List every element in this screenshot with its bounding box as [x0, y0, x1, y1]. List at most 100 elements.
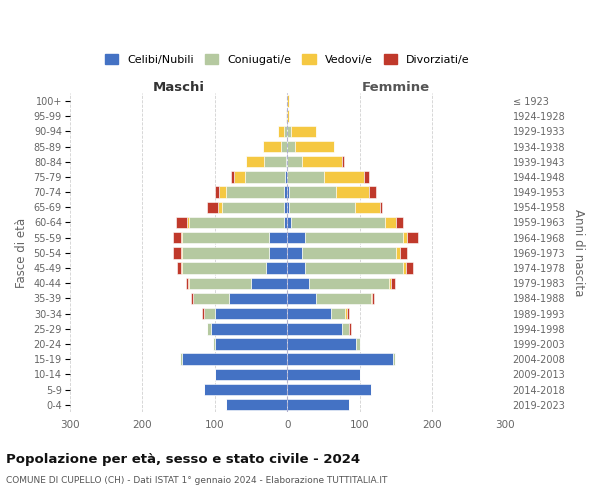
Bar [284, 217, 287, 228]
Text: Femmine: Femmine [362, 81, 430, 94]
Bar [182, 247, 269, 258]
Bar [355, 202, 380, 213]
Bar [287, 338, 356, 349]
Bar [289, 186, 336, 198]
Bar [287, 141, 295, 152]
Bar [396, 247, 400, 258]
Bar [204, 384, 287, 396]
Bar [316, 292, 371, 304]
Bar [245, 171, 285, 182]
Bar [391, 278, 395, 289]
Bar [287, 110, 289, 122]
Bar [380, 202, 382, 213]
Bar [302, 247, 396, 258]
Bar [371, 292, 372, 304]
Bar [287, 95, 289, 106]
Bar [385, 217, 396, 228]
Bar [287, 368, 360, 380]
Bar [406, 262, 413, 274]
Bar [264, 156, 286, 168]
Bar [287, 171, 323, 182]
Bar [182, 354, 287, 365]
Bar [208, 202, 218, 213]
Bar [230, 171, 235, 182]
Bar [400, 247, 407, 258]
Bar [284, 126, 287, 137]
Bar [266, 262, 287, 274]
Bar [215, 368, 287, 380]
Bar [372, 292, 374, 304]
Bar [215, 186, 219, 198]
Bar [173, 247, 181, 258]
Bar [226, 399, 287, 410]
Bar [342, 156, 344, 168]
Bar [364, 171, 370, 182]
Bar [287, 262, 305, 274]
Bar [286, 110, 287, 122]
Bar [176, 217, 187, 228]
Bar [305, 262, 403, 274]
Bar [287, 323, 342, 334]
Bar [182, 232, 269, 243]
Bar [287, 308, 331, 320]
Bar [302, 156, 342, 168]
Bar [287, 186, 289, 198]
Bar [180, 354, 182, 365]
Y-axis label: Fasce di età: Fasce di età [15, 218, 28, 288]
Bar [278, 126, 284, 137]
Bar [287, 156, 302, 168]
Bar [403, 262, 406, 274]
Bar [229, 292, 287, 304]
Bar [263, 141, 281, 152]
Bar [291, 126, 316, 137]
Bar [222, 202, 284, 213]
Bar [287, 354, 392, 365]
Y-axis label: Anni di nascita: Anni di nascita [572, 209, 585, 296]
Bar [356, 338, 360, 349]
Bar [396, 217, 403, 228]
Bar [287, 278, 309, 289]
Bar [392, 354, 395, 365]
Bar [407, 232, 418, 243]
Bar [287, 232, 305, 243]
Text: COMUNE DI CUPELLO (CH) - Dati ISTAT 1° gennaio 2024 - Elaborazione TUTTITALIA.IT: COMUNE DI CUPELLO (CH) - Dati ISTAT 1° g… [6, 476, 388, 485]
Bar [284, 186, 287, 198]
Bar [309, 278, 389, 289]
Bar [177, 262, 181, 274]
Bar [287, 292, 316, 304]
Bar [287, 217, 291, 228]
Bar [281, 141, 287, 152]
Bar [204, 308, 215, 320]
Bar [182, 262, 266, 274]
Bar [342, 323, 349, 334]
Bar [269, 247, 287, 258]
Bar [235, 171, 245, 182]
Bar [208, 323, 211, 334]
Bar [287, 247, 302, 258]
Bar [291, 217, 385, 228]
Bar [246, 156, 264, 168]
Bar [285, 171, 287, 182]
Bar [193, 292, 229, 304]
Bar [295, 141, 334, 152]
Bar [284, 202, 287, 213]
Bar [181, 232, 182, 243]
Bar [215, 338, 287, 349]
Bar [289, 202, 355, 213]
Legend: Celibi/Nubili, Coniugati/e, Vedovi/e, Divorziati/e: Celibi/Nubili, Coniugati/e, Vedovi/e, Di… [105, 54, 469, 65]
Bar [287, 202, 289, 213]
Bar [226, 186, 284, 198]
Bar [181, 247, 182, 258]
Text: Maschi: Maschi [152, 81, 205, 94]
Bar [187, 217, 190, 228]
Bar [286, 156, 287, 168]
Bar [251, 278, 287, 289]
Bar [305, 232, 403, 243]
Bar [215, 308, 287, 320]
Bar [190, 217, 284, 228]
Bar [211, 323, 287, 334]
Text: Popolazione per età, sesso e stato civile - 2024: Popolazione per età, sesso e stato civil… [6, 452, 360, 466]
Bar [389, 278, 391, 289]
Bar [191, 292, 193, 304]
Bar [218, 202, 222, 213]
